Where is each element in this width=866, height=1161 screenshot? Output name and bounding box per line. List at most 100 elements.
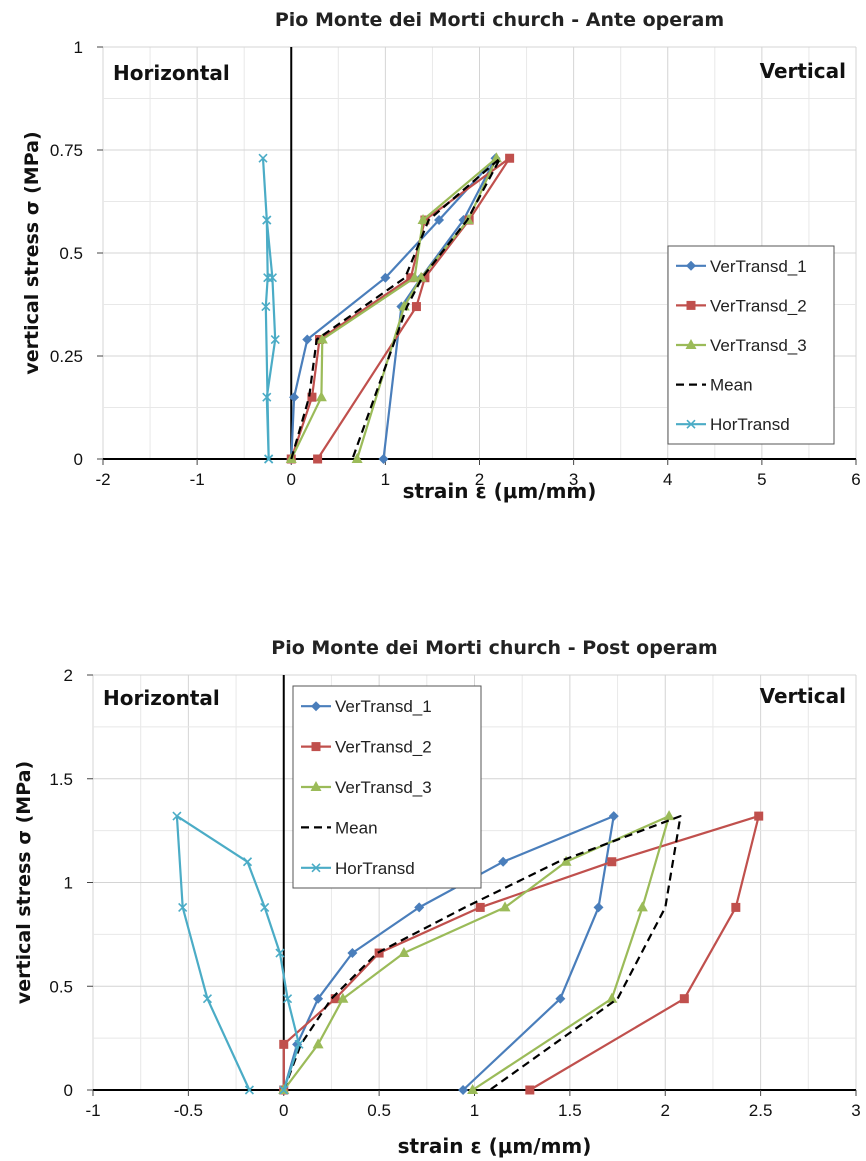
x-tick-label: 3 xyxy=(569,470,578,489)
x-tick-label: 1 xyxy=(470,1101,479,1120)
legend-label: HorTransd xyxy=(710,415,790,434)
y-tick-label: 0 xyxy=(64,1081,73,1100)
legend-marker xyxy=(686,300,696,310)
series-line xyxy=(290,157,497,460)
data-point xyxy=(415,271,427,282)
legend-marker xyxy=(686,260,696,271)
y-axis-label: vertical stress σ (MPa) xyxy=(13,761,35,1004)
data-point xyxy=(282,994,293,1004)
data-point xyxy=(555,993,566,1004)
series-hortransd xyxy=(258,153,280,464)
data-point xyxy=(434,215,445,226)
data-point xyxy=(608,811,619,822)
x-tick-label: 5 xyxy=(757,470,766,489)
x-tick-label: 4 xyxy=(663,470,672,489)
legend-label: VerTransd_1 xyxy=(710,257,807,276)
annotation-horizontal: Horizontal xyxy=(113,61,230,85)
data-point xyxy=(636,901,648,912)
x-tick-label: 2.5 xyxy=(749,1101,773,1120)
annotation-horizontal: Horizontal xyxy=(103,686,220,710)
legend-label: VerTransd_3 xyxy=(710,336,807,355)
series-vertransd-2 xyxy=(279,811,764,1095)
data-point xyxy=(731,902,741,912)
data-point xyxy=(263,273,273,283)
data-point xyxy=(378,454,389,464)
legend-marker xyxy=(311,701,321,712)
series-line xyxy=(282,815,682,1091)
data-point xyxy=(312,1038,324,1049)
x-tick-label: 0 xyxy=(279,1101,288,1120)
series-line xyxy=(282,815,671,1091)
y-tick-label: 1.5 xyxy=(49,770,73,789)
y-axis-label: vertical stress σ (MPa) xyxy=(21,131,43,374)
data-point xyxy=(262,215,272,225)
data-point xyxy=(505,153,515,163)
legend-label: VerTransd_1 xyxy=(335,697,432,716)
data-point xyxy=(663,810,675,821)
data-point xyxy=(467,1084,479,1094)
data-point xyxy=(525,1085,535,1095)
annotation-vertical: Vertical xyxy=(760,684,846,708)
data-point xyxy=(279,1085,289,1095)
data-point xyxy=(275,948,285,958)
data-point xyxy=(302,334,313,345)
data-point xyxy=(264,454,274,464)
data-point xyxy=(244,1085,254,1095)
chart-title: Pio Monte dei Morti church - Post operam xyxy=(271,637,717,659)
y-tick-label: 0.5 xyxy=(59,244,83,263)
series-line xyxy=(290,157,502,460)
y-tick-label: 0 xyxy=(74,450,83,469)
data-point xyxy=(262,392,272,402)
data-point xyxy=(380,272,391,283)
x-tick-label: 0 xyxy=(287,470,296,489)
legend-marker xyxy=(686,419,696,429)
x-tick-label: 1 xyxy=(381,470,390,489)
series-line xyxy=(261,157,277,460)
x-tick-label: 0.5 xyxy=(367,1101,391,1120)
series-vertransd-1 xyxy=(286,153,501,464)
annotation-vertical: Vertical xyxy=(760,59,846,83)
series-line xyxy=(290,157,511,460)
data-point xyxy=(351,453,363,463)
data-point xyxy=(258,153,268,163)
data-point xyxy=(607,857,617,867)
legend-label: HorTransd xyxy=(335,859,415,878)
x-tick-label: 3 xyxy=(851,1101,860,1120)
data-point xyxy=(458,1085,469,1095)
data-point xyxy=(260,902,270,912)
data-point xyxy=(178,902,188,912)
x-axis-label: strain ε (μm/mm) xyxy=(398,1134,592,1158)
chart-2: Pio Monte dei Morti church - Post operam… xyxy=(13,637,861,1158)
data-point xyxy=(754,811,764,821)
data-point xyxy=(411,302,421,312)
y-tick-label: 1 xyxy=(74,38,83,57)
data-point xyxy=(313,993,324,1004)
data-point xyxy=(593,902,604,913)
legend-label: VerTransd_2 xyxy=(335,738,432,757)
series-line xyxy=(290,157,498,460)
legend-marker xyxy=(310,781,322,791)
data-point xyxy=(499,901,511,912)
data-point xyxy=(420,273,430,283)
data-point xyxy=(398,947,410,958)
legend-label: Mean xyxy=(710,376,753,395)
chart-title: Pio Monte dei Morti church - Ante operam xyxy=(275,9,724,31)
data-point xyxy=(475,902,485,912)
x-tick-label: 6 xyxy=(851,470,860,489)
data-point xyxy=(261,301,271,312)
data-point xyxy=(490,152,502,163)
data-point xyxy=(498,856,509,867)
legend-marker xyxy=(685,339,697,349)
y-tick-label: 0.5 xyxy=(49,977,73,996)
legend-label: VerTransd_2 xyxy=(710,296,807,315)
x-tick-label: -2 xyxy=(95,470,110,489)
data-point xyxy=(417,214,429,225)
data-point xyxy=(202,994,213,1004)
series-line xyxy=(175,815,301,1091)
series-vertransd-3 xyxy=(285,152,502,463)
y-tick-label: 2 xyxy=(64,666,73,685)
data-point xyxy=(606,992,618,1003)
data-point xyxy=(414,902,425,913)
data-point xyxy=(294,1039,304,1049)
